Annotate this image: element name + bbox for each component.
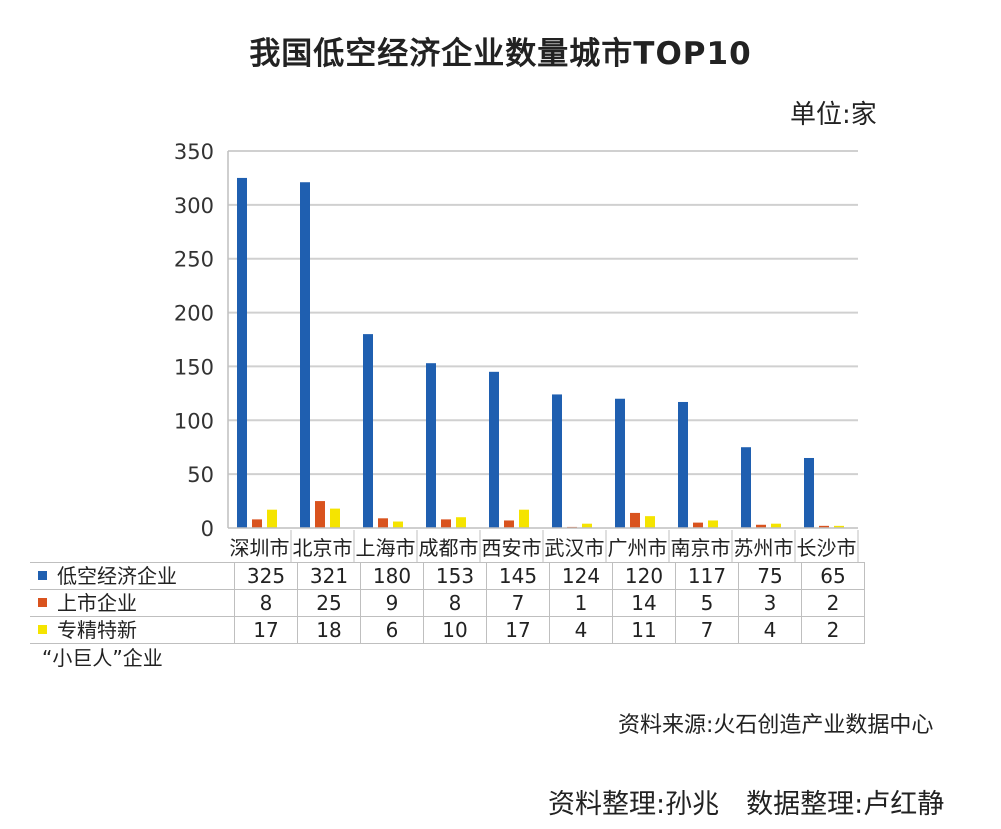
bar — [741, 447, 751, 528]
legend-swatch — [38, 625, 47, 634]
series-name: 专精特新 — [57, 618, 137, 642]
series-label-cell: 专精特新 — [30, 616, 235, 644]
bar — [678, 401, 688, 528]
x-tick-label: 成都市 — [419, 536, 479, 560]
bar — [267, 509, 277, 528]
table-cell: 321 — [297, 562, 361, 590]
table-cell: 3 — [738, 589, 802, 617]
series-label-extra: “小巨人”企业 — [42, 646, 163, 670]
y-tick-label: 350 — [174, 140, 214, 164]
table-cell: 2 — [801, 589, 865, 617]
x-tick-label: 广州市 — [608, 536, 668, 560]
x-tick-label: 北京市 — [293, 536, 353, 560]
series-label-cell: 低空经济企业 — [30, 562, 235, 590]
bar — [252, 519, 262, 528]
bar — [693, 522, 703, 528]
series-name: 低空经济企业 — [57, 564, 177, 588]
table-cell: 17 — [486, 616, 550, 644]
bar — [708, 520, 718, 528]
table-cell: 124 — [549, 562, 613, 590]
y-tick-label: 150 — [174, 355, 214, 379]
bar — [834, 525, 844, 528]
bar — [804, 457, 814, 528]
table-cell: 153 — [423, 562, 487, 590]
x-tick-label: 深圳市 — [230, 536, 290, 560]
bar — [363, 334, 373, 528]
bar — [456, 517, 466, 528]
table-cell: 18 — [297, 616, 361, 644]
y-tick-label: 50 — [187, 463, 214, 487]
table-cell: 120 — [612, 562, 676, 590]
bar — [771, 523, 781, 528]
table-cell: 5 — [675, 589, 739, 617]
unit-label: 单位:家 — [790, 100, 877, 130]
table-cell: 8 — [423, 589, 487, 617]
table-cell: 325 — [234, 562, 298, 590]
bar — [630, 512, 640, 528]
bar — [300, 182, 310, 529]
table-row: 上市企业 8 25 9 8 7 1 14 5 3 2 — [30, 589, 865, 617]
table-cell: 7 — [486, 589, 550, 617]
bar — [645, 516, 655, 528]
y-tick-label: 100 — [174, 409, 214, 433]
bar — [756, 524, 766, 528]
table-cell: 117 — [675, 562, 739, 590]
y-tick-label: 200 — [174, 302, 214, 326]
table-cell: 25 — [297, 589, 361, 617]
legend-swatch — [38, 571, 47, 580]
y-tick-label: 0 — [201, 517, 214, 541]
table-cell: 1 — [549, 589, 613, 617]
table-cell: 8 — [234, 589, 298, 617]
x-tick-label: 苏州市 — [734, 536, 794, 560]
table-cell: 9 — [360, 589, 424, 617]
legend-swatch — [38, 598, 47, 607]
y-tick-label: 300 — [174, 194, 214, 218]
bar — [504, 520, 514, 528]
bar — [552, 394, 562, 528]
x-tick-label: 南京市 — [671, 536, 731, 560]
table-cell: 6 — [360, 616, 424, 644]
bar — [519, 509, 529, 528]
y-tick-label: 250 — [174, 248, 214, 272]
bar — [237, 177, 247, 528]
table-cell: 10 — [423, 616, 487, 644]
bar — [393, 521, 403, 528]
table-cell: 11 — [612, 616, 676, 644]
chart-title: 我国低空经济企业数量城市TOP10 — [249, 36, 752, 72]
table-cell: 4 — [549, 616, 613, 644]
bar — [315, 501, 325, 528]
table-cell: 14 — [612, 589, 676, 617]
bar — [330, 508, 340, 528]
bar — [819, 525, 829, 528]
bar — [441, 519, 451, 528]
bar — [489, 371, 499, 528]
x-tick-label: 上海市 — [356, 536, 416, 560]
table-cell: 65 — [801, 562, 865, 590]
bar — [615, 398, 625, 528]
credits-note: 资料整理:孙兆 数据整理:卢红静 — [548, 789, 945, 820]
series-name: 上市企业 — [57, 591, 137, 615]
table-row: 专精特新 17 18 6 10 17 4 11 7 4 2 — [30, 616, 865, 644]
x-tick-label: 西安市 — [482, 536, 542, 560]
table-cell: 2 — [801, 616, 865, 644]
table-cell: 180 — [360, 562, 424, 590]
bar — [582, 523, 592, 528]
table-cell: 17 — [234, 616, 298, 644]
table-cell: 75 — [738, 562, 802, 590]
bar — [378, 518, 388, 528]
data-table: 低空经济企业 325 321 180 153 145 124 120 117 75 65 上市企业 8 2… — [30, 562, 865, 644]
x-tick-label: 武汉市 — [545, 536, 605, 560]
table-cell: 145 — [486, 562, 550, 590]
x-tick-label: 长沙市 — [797, 536, 857, 560]
source-note: 资料来源:火石创造产业数据中心 — [618, 713, 934, 738]
series-label-cell: 上市企业 — [30, 589, 235, 617]
table-row: 低空经济企业 325 321 180 153 145 124 120 117 75 65 — [30, 562, 865, 590]
bar — [426, 363, 436, 528]
table-cell: 4 — [738, 616, 802, 644]
table-cell: 7 — [675, 616, 739, 644]
